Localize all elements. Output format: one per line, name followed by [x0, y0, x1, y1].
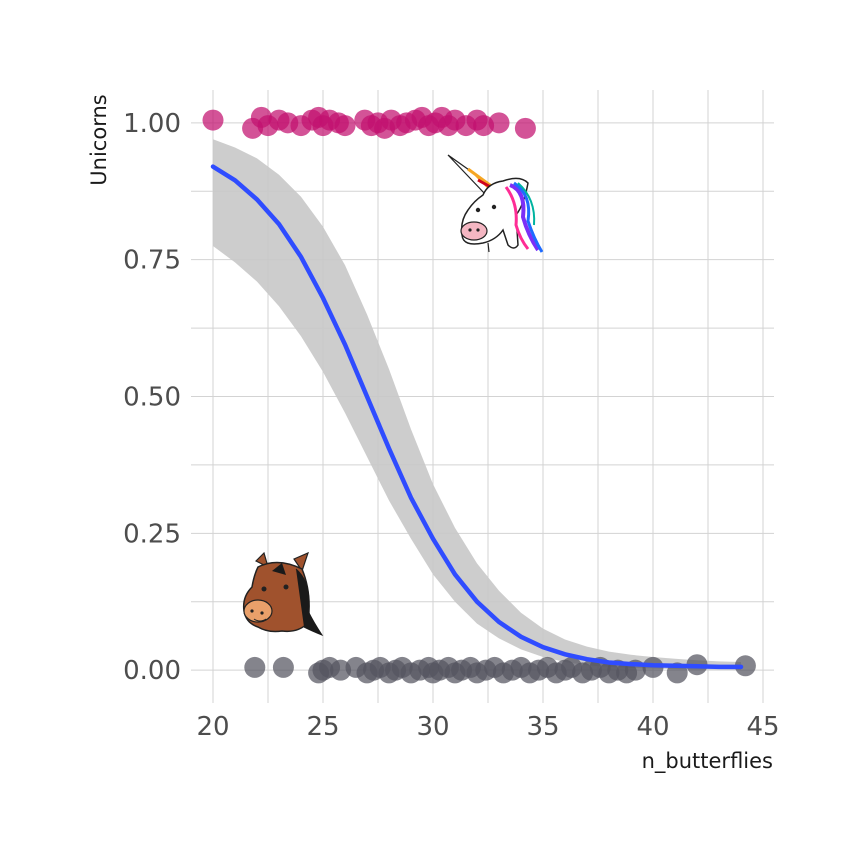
x-tick-label: 35 [526, 712, 559, 742]
unicorn-points [202, 106, 536, 139]
x-tick-label: 45 [746, 712, 779, 742]
horse-point [272, 656, 294, 678]
x-tick-labels: 20 25 30 35 40 45 [196, 712, 779, 742]
y-tick-labels: 0.00 0.25 0.50 0.75 1.00 [123, 109, 181, 686]
unicorn-icon [447, 154, 544, 253]
x-axis-title: n_butterflies [642, 749, 773, 774]
fit-line-layer [210, 164, 744, 670]
unicorn-point [334, 115, 356, 137]
y-tick-label: 0.00 [123, 656, 181, 686]
horse-points [244, 654, 756, 684]
horse-point [244, 656, 266, 678]
confidence-ribbon [213, 139, 741, 671]
unicorn-point [202, 109, 224, 131]
y-tick-label: 0.50 [123, 383, 181, 413]
confidence-ribbon-layer [213, 139, 741, 671]
fit-line [210, 164, 744, 670]
x-tick-label: 30 [416, 712, 449, 742]
y-tick-label: 0.75 [123, 246, 181, 276]
y-axis-title: Unicorns [87, 94, 111, 185]
x-tick-label: 40 [636, 712, 669, 742]
unicorn-point [514, 117, 536, 139]
x-tick-label: 20 [196, 712, 229, 742]
horse-icon [242, 551, 324, 637]
horse-point [734, 655, 756, 677]
x-tick-label: 25 [306, 712, 339, 742]
y-tick-label: 1.00 [123, 109, 181, 139]
y-tick-label: 0.25 [123, 519, 181, 549]
unicorn-point [488, 112, 510, 134]
